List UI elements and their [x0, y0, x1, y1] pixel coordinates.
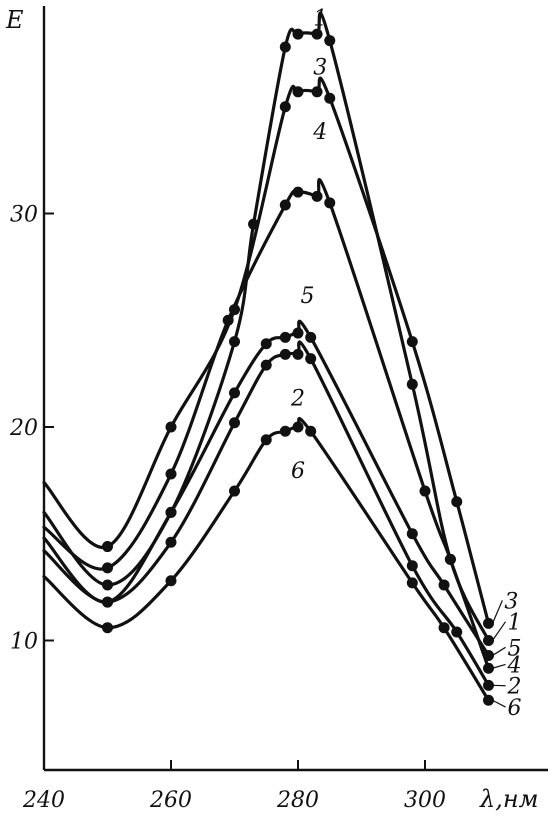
- series-label-6: 6: [291, 459, 305, 484]
- data-point-series-6: [260, 434, 272, 446]
- data-point-series-6: [406, 577, 418, 589]
- data-point-series-1: [248, 218, 260, 230]
- data-point-series-3: [406, 336, 418, 348]
- data-point-series-5: [305, 331, 317, 343]
- series-end-label-6: 6: [508, 696, 522, 721]
- data-point-series-6: [438, 622, 450, 634]
- data-point-series-3: [279, 101, 291, 113]
- series-end-label-2: 2: [507, 675, 522, 700]
- data-point-series-2: [292, 348, 304, 360]
- data-point-series-2: [165, 536, 177, 548]
- series-leader-5: [492, 646, 506, 656]
- data-point-series-3: [165, 421, 177, 433]
- data-point-series-3: [451, 496, 463, 508]
- data-point-series-6: [165, 575, 177, 587]
- data-point-series-1: [229, 336, 240, 348]
- data-point-series-1: [311, 28, 323, 40]
- series-label-5: 5: [301, 284, 315, 309]
- curve-series-2: [42, 340, 491, 687]
- data-point-series-6: [229, 485, 240, 497]
- data-point-series-4: [292, 186, 304, 198]
- data-point-series-5: [438, 579, 450, 591]
- data-point-series-6: [292, 421, 304, 433]
- data-point-series-2: [229, 417, 240, 429]
- data-point-series-1: [324, 35, 336, 47]
- data-point-series-4: [419, 485, 431, 497]
- y-tick-label: 30: [10, 203, 38, 228]
- data-point-series-3: [324, 92, 336, 104]
- series-label-1: 1: [313, 7, 327, 32]
- data-point-series-1: [406, 378, 418, 390]
- series-label-2: 2: [290, 387, 305, 412]
- data-point-series-5: [483, 649, 494, 661]
- y-axis-label: E: [5, 6, 24, 34]
- y-ticks: 10 20 30: [9, 203, 54, 655]
- data-point-series-4: [165, 468, 177, 480]
- data-point-series-1: [292, 28, 304, 40]
- data-point-series-3: [311, 86, 323, 98]
- data-point-series-3: [292, 86, 304, 98]
- data-point-series-2: [305, 353, 317, 365]
- data-point-series-2: [451, 626, 463, 638]
- series-leader-3: [491, 600, 503, 624]
- data-point-series-4: [102, 562, 113, 574]
- series-end-label-3: 3: [504, 589, 518, 614]
- axes: [42, 6, 548, 772]
- data-point-series-5: [279, 331, 291, 343]
- series-leader-6: [492, 699, 506, 708]
- x-tick-label: 280: [276, 788, 319, 813]
- data-point-series-4: [222, 314, 234, 326]
- data-point-series-6: [483, 694, 494, 706]
- data-points: [102, 28, 494, 706]
- x-axis-label: λ,нм: [479, 785, 539, 813]
- data-point-series-4: [311, 190, 323, 202]
- x-tick-label: 260: [149, 788, 192, 813]
- data-point-series-4: [444, 553, 456, 565]
- data-point-series-3: [483, 617, 494, 629]
- curve-series-3: [42, 76, 491, 625]
- curve-series-6: [42, 416, 491, 702]
- data-point-series-4: [279, 199, 291, 211]
- series-label-3: 3: [313, 56, 327, 81]
- data-point-series-4: [483, 662, 494, 674]
- series-leader-1: [492, 621, 507, 641]
- data-point-series-1: [279, 41, 291, 53]
- data-point-series-5: [292, 327, 304, 339]
- series-leader-4: [492, 663, 506, 669]
- data-point-series-4: [324, 197, 336, 209]
- series-end-label-5: 5: [508, 636, 522, 661]
- data-point-series-1: [102, 579, 113, 591]
- data-point-series-5: [406, 528, 418, 540]
- data-point-series-6: [279, 425, 291, 437]
- data-point-series-2: [483, 679, 494, 691]
- spectrum-curves: [42, 11, 491, 702]
- data-point-series-6: [305, 425, 317, 437]
- data-point-series-3: [229, 304, 240, 316]
- y-tick-label: 10: [10, 630, 38, 655]
- data-point-series-5: [229, 387, 240, 399]
- data-point-series-2: [260, 359, 272, 371]
- data-point-series-5: [165, 506, 177, 518]
- data-point-series-5: [102, 596, 113, 608]
- x-ticks: 240 260 280 300: [22, 760, 446, 813]
- series-label-4: 4: [312, 120, 327, 145]
- x-tick-label: 300: [404, 788, 446, 813]
- series-end-label-4: 4: [507, 653, 522, 678]
- x-tick-label: 240: [22, 788, 65, 813]
- y-tick-label: 20: [9, 416, 38, 441]
- series-end-label-1: 1: [508, 611, 522, 636]
- data-point-series-1: [483, 635, 494, 646]
- data-point-series-6: [102, 622, 113, 634]
- data-point-series-2: [406, 560, 418, 572]
- data-point-series-2: [279, 348, 291, 360]
- data-point-series-3: [102, 541, 113, 553]
- data-point-series-5: [260, 338, 272, 350]
